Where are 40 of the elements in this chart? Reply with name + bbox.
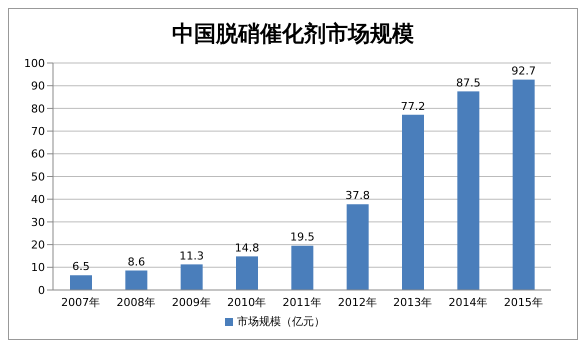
data-label: 19.5 — [290, 230, 315, 244]
bar — [402, 114, 424, 290]
data-label: 8.6 — [128, 255, 146, 268]
x-tick-label: 2015年 — [504, 296, 543, 309]
y-tick-label: 60 — [31, 148, 45, 161]
y-tick-label: 50 — [31, 170, 45, 184]
y-tick-label: 70 — [31, 125, 45, 138]
x-tick-label: 2009年 — [172, 296, 211, 309]
chart-title: 中国脱硝催化剂市场规模 — [171, 20, 415, 49]
bar — [236, 256, 258, 290]
data-label: 92.7 — [511, 64, 536, 78]
x-tick-label: 2012年 — [338, 296, 377, 309]
data-label: 77.2 — [400, 100, 426, 113]
x-tick-label: 2011年 — [282, 296, 322, 309]
y-tick-label: 30 — [31, 216, 45, 229]
bar — [70, 275, 92, 290]
x-tick-label: 2010年 — [227, 296, 266, 309]
data-label: 14.8 — [234, 241, 260, 254]
y-tick-label: 0 — [38, 284, 45, 297]
bar — [180, 264, 203, 290]
data-label: 6.5 — [72, 260, 90, 274]
x-tick-label: 2008年 — [116, 296, 156, 309]
y-tick-label: 10 — [31, 261, 45, 274]
bar — [291, 246, 314, 290]
y-tick-label: 90 — [31, 80, 45, 93]
y-tick-label: 100 — [24, 56, 45, 70]
y-tick-label: 80 — [31, 102, 45, 116]
y-tick-label: 40 — [31, 193, 45, 206]
y-tick-label: 20 — [31, 238, 45, 252]
data-label: 87.5 — [456, 76, 481, 90]
x-tick-label: 2014年 — [448, 296, 488, 309]
bar — [457, 91, 480, 290]
bar — [125, 270, 148, 290]
bar — [346, 204, 369, 290]
data-label: 11.3 — [179, 249, 204, 262]
data-label: 37.8 — [345, 189, 370, 202]
bar — [512, 80, 535, 290]
x-tick-label: 2013年 — [393, 296, 432, 309]
legend-label: 市场规模（亿元） — [237, 315, 325, 328]
x-tick-label: 2007年 — [61, 296, 100, 309]
